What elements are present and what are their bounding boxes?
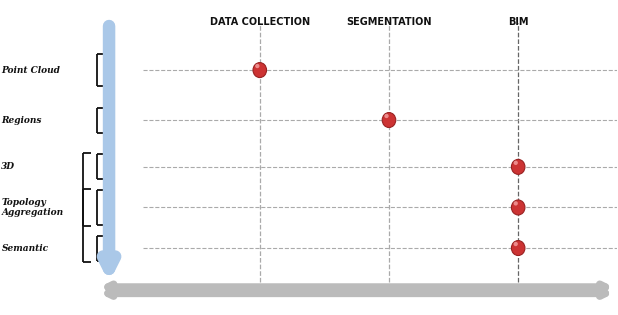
Ellipse shape <box>253 63 266 77</box>
Ellipse shape <box>514 242 518 246</box>
Ellipse shape <box>514 161 518 165</box>
Text: Topology
Aggregation: Topology Aggregation <box>1 198 64 217</box>
Ellipse shape <box>382 112 396 128</box>
Text: Semantic: Semantic <box>1 243 49 253</box>
Text: SEGMENTATION: SEGMENTATION <box>346 17 432 27</box>
Text: Regions: Regions <box>1 116 42 124</box>
Ellipse shape <box>384 114 389 118</box>
Text: BIM: BIM <box>508 17 528 27</box>
Ellipse shape <box>512 241 525 255</box>
Text: Point Cloud: Point Cloud <box>1 66 61 75</box>
Ellipse shape <box>512 200 525 215</box>
Ellipse shape <box>514 201 518 206</box>
Ellipse shape <box>255 64 260 68</box>
Text: DATA COLLECTION: DATA COLLECTION <box>210 17 310 27</box>
Ellipse shape <box>512 159 525 175</box>
Text: 3D: 3D <box>1 162 15 171</box>
